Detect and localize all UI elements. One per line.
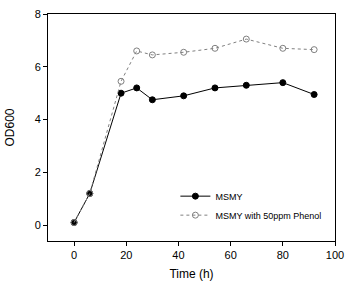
svg-text:80: 80: [277, 249, 289, 261]
svg-text:OD600: OD600: [3, 108, 17, 146]
svg-text:4: 4: [35, 113, 41, 125]
svg-text:40: 40: [172, 249, 184, 261]
svg-text:0: 0: [35, 219, 41, 231]
svg-text:MSMY with 50ppm Phenol: MSMY with 50ppm Phenol: [215, 211, 321, 221]
svg-text:2: 2: [35, 166, 41, 178]
svg-text:60: 60: [225, 249, 237, 261]
svg-text:0: 0: [71, 249, 77, 261]
svg-text:Time (h): Time (h): [169, 267, 213, 281]
svg-text:6: 6: [35, 61, 41, 73]
svg-text:8: 8: [35, 8, 41, 20]
svg-text:MSMY: MSMY: [215, 192, 242, 202]
svg-text:20: 20: [120, 249, 132, 261]
svg-text:100: 100: [326, 249, 344, 261]
